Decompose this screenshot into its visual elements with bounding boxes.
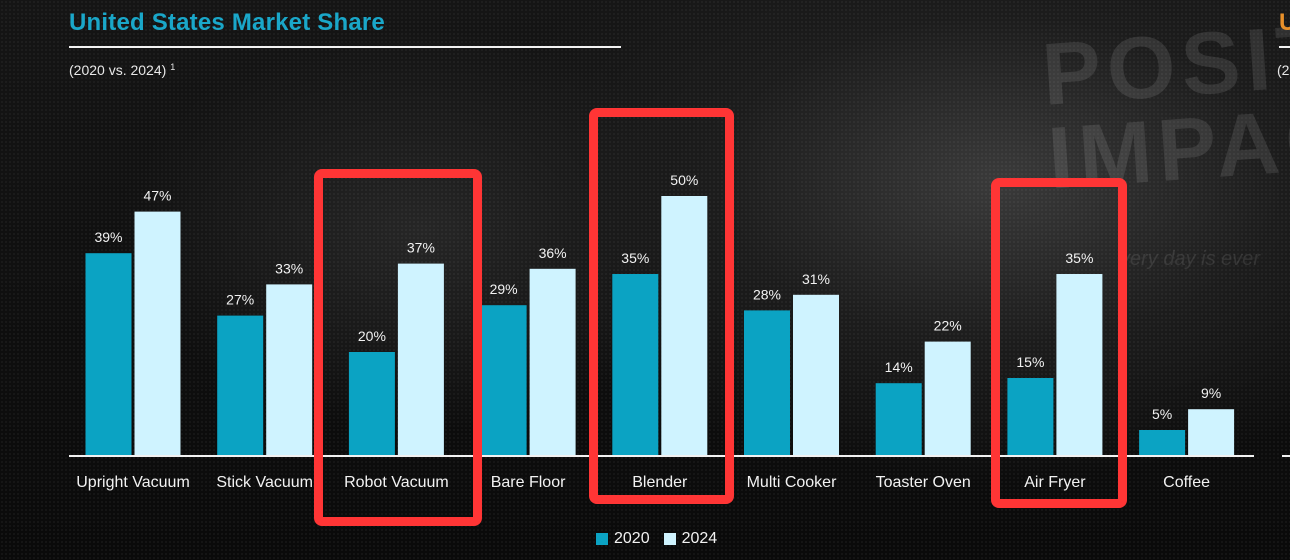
next-panel-title: U bbox=[1279, 9, 1290, 36]
data-label-stick-vacuum-2024: 33% bbox=[275, 260, 303, 276]
bar-multi-cooker-2020 bbox=[744, 310, 790, 456]
legend-item-2024: 2024 bbox=[663, 530, 718, 548]
bar-air-fryer-2020 bbox=[1007, 378, 1054, 456]
legend-label-2020: 2020 bbox=[614, 530, 650, 547]
background-slogan-small: very day is ever bbox=[1120, 248, 1261, 270]
data-label-upright-vacuum-2020: 39% bbox=[94, 229, 122, 245]
bars-group bbox=[85, 196, 1235, 456]
bar-air-fryer-2024 bbox=[1056, 274, 1103, 456]
bar-upright-vacuum-2024 bbox=[134, 211, 181, 456]
data-label-toaster-oven-2020: 14% bbox=[885, 359, 913, 375]
bar-robot-vacuum-2024 bbox=[397, 263, 444, 456]
highlight-box-air-fryer bbox=[991, 178, 1127, 508]
data-label-blender-2024: 50% bbox=[670, 172, 698, 188]
bar-toaster-oven-2020 bbox=[875, 383, 922, 456]
subtitle: (2020 vs. 2024) 1 bbox=[69, 62, 175, 78]
bar-coffee-2024 bbox=[1188, 409, 1235, 456]
legend-item-2020: 2020 bbox=[596, 530, 650, 548]
category-label-blender: Blender bbox=[632, 474, 688, 491]
bar-multi-cooker-2024 bbox=[793, 294, 839, 456]
next-panel-axis bbox=[1282, 455, 1290, 457]
subtitle-text: (2020 vs. 2024) bbox=[69, 62, 167, 78]
data-label-air-fryer-2020: 15% bbox=[1016, 354, 1044, 370]
title-divider bbox=[69, 46, 621, 48]
category-label-stick-vacuum: Stick Vacuum bbox=[216, 474, 313, 491]
bar-blender-2024 bbox=[661, 196, 708, 456]
data-label-blender-2020: 35% bbox=[621, 250, 649, 266]
category-label-bare-floor: Bare Floor bbox=[491, 474, 566, 491]
legend-swatch-2020 bbox=[596, 533, 608, 545]
bar-stick-vacuum-2020 bbox=[217, 315, 264, 456]
legend: 2020 2024 bbox=[596, 530, 731, 548]
data-label-coffee-2024: 9% bbox=[1201, 385, 1221, 401]
bar-toaster-oven-2024 bbox=[924, 341, 971, 456]
data-label-stick-vacuum-2020: 27% bbox=[226, 292, 254, 308]
data-label-bare-floor-2020: 29% bbox=[490, 281, 518, 297]
data-label-toaster-oven-2024: 22% bbox=[934, 318, 962, 334]
bar-bare-floor-2020 bbox=[480, 305, 527, 456]
labels-group: 39% 47% Upright Vacuum 27% 33% Stick Vacuum 20… bbox=[76, 172, 1221, 491]
category-label-multi-cooker: Multi Cooker bbox=[747, 474, 837, 491]
next-panel-divider bbox=[1279, 46, 1290, 48]
highlight-box-robot-vacuum bbox=[314, 169, 482, 526]
category-label-upright-vacuum: Upright Vacuum bbox=[76, 474, 190, 491]
page-title: United States Market Share bbox=[69, 9, 385, 36]
highlight-box-blender bbox=[589, 108, 734, 504]
bar-robot-vacuum-2020 bbox=[348, 352, 395, 456]
next-panel-subtitle: (2 bbox=[1277, 62, 1290, 78]
legend-label-2024: 2024 bbox=[681, 530, 718, 547]
data-label-coffee-2020: 5% bbox=[1152, 406, 1172, 422]
bar-coffee-2020 bbox=[1139, 430, 1186, 456]
data-label-bare-floor-2024: 36% bbox=[539, 245, 567, 261]
bar-stick-vacuum-2024 bbox=[266, 284, 313, 456]
category-label-toaster-oven: Toaster Oven bbox=[876, 474, 971, 491]
category-label-coffee: Coffee bbox=[1163, 474, 1210, 491]
data-label-upright-vacuum-2024: 47% bbox=[143, 188, 171, 204]
data-label-multi-cooker-2020: 28% bbox=[753, 286, 781, 302]
bar-blender-2020 bbox=[612, 274, 659, 456]
data-label-multi-cooker-2024: 31% bbox=[802, 271, 830, 287]
data-label-robot-vacuum-2024: 37% bbox=[407, 240, 435, 256]
category-label-robot-vacuum: Robot Vacuum bbox=[344, 474, 449, 491]
data-label-air-fryer-2024: 35% bbox=[1065, 250, 1093, 266]
bar-bare-floor-2024 bbox=[529, 268, 576, 456]
category-label-air-fryer: Air Fryer bbox=[1024, 474, 1086, 491]
data-label-robot-vacuum-2020: 20% bbox=[358, 328, 386, 344]
footnote-marker: 1 bbox=[170, 62, 176, 72]
bar-upright-vacuum-2020 bbox=[85, 253, 132, 456]
legend-swatch-2024 bbox=[663, 533, 676, 545]
